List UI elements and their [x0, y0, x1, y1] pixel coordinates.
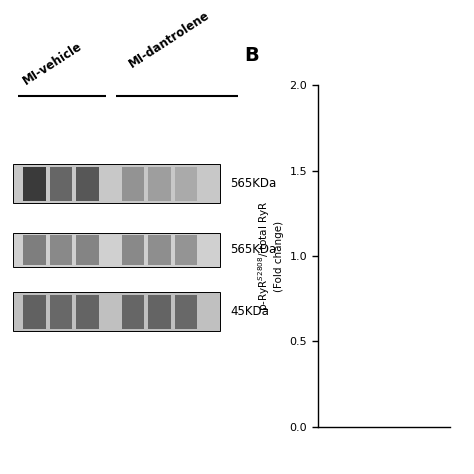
Bar [174, 294, 197, 329]
Bar [23, 167, 46, 201]
Bar [50, 294, 73, 329]
Bar [174, 235, 197, 264]
Bar [148, 294, 171, 329]
Bar [121, 294, 144, 329]
Bar [148, 167, 171, 201]
Bar [76, 294, 99, 329]
Text: MI-dantrolene: MI-dantrolene [127, 9, 212, 71]
Bar [174, 167, 197, 201]
Bar [13, 164, 220, 203]
Text: 565KDa: 565KDa [230, 177, 277, 190]
Bar [50, 167, 73, 201]
Bar [50, 235, 73, 264]
Text: 45KDa: 45KDa [230, 305, 269, 318]
Y-axis label: p-RyR$^{S2808}$/ total RyR
(Fold change): p-RyR$^{S2808}$/ total RyR (Fold change) [256, 201, 284, 311]
Bar [148, 235, 171, 264]
Bar [23, 294, 46, 329]
Text: MI-vehicle: MI-vehicle [20, 40, 84, 88]
Bar [121, 235, 144, 264]
Bar [23, 235, 46, 264]
Bar [76, 235, 99, 264]
Bar [76, 167, 99, 201]
Bar [13, 292, 220, 331]
Bar [13, 233, 220, 267]
Bar [121, 167, 144, 201]
Text: 565KDa: 565KDa [230, 243, 277, 256]
Text: B: B [245, 46, 259, 65]
